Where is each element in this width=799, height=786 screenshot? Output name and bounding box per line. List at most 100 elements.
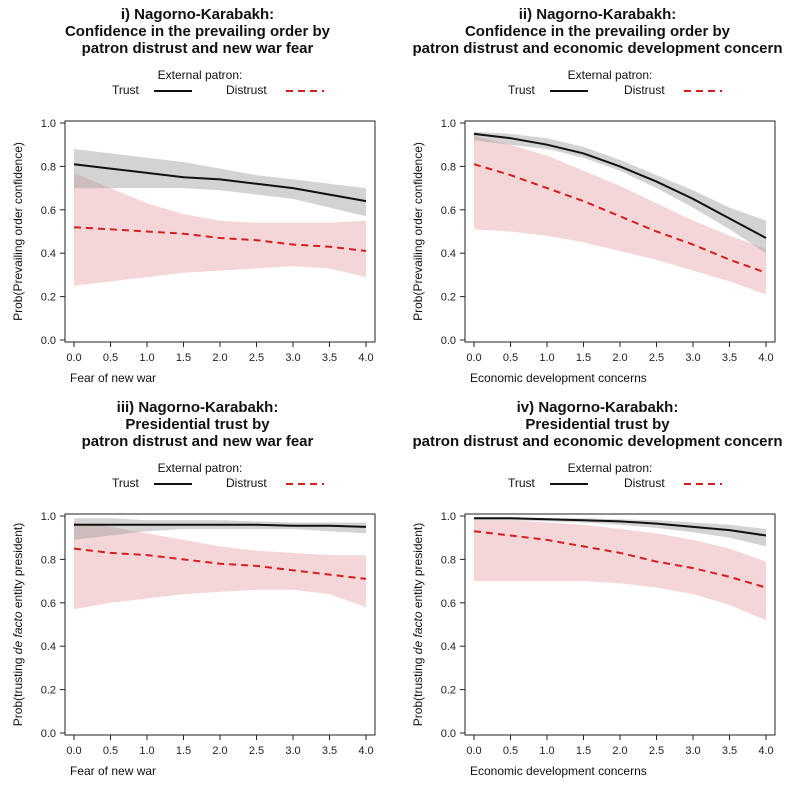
series-line-distrust [73, 547, 367, 580]
x-tick-label: 3.0 [285, 352, 300, 364]
y-tick-label: 1.0 [441, 118, 456, 130]
ci-band-trust [74, 518, 366, 540]
title-line: patron distrust and economic development… [412, 433, 783, 450]
x-tick-label: 2.0 [212, 745, 227, 757]
x-tick-label: 1.0 [539, 745, 554, 757]
x-tick-label: 0.0 [66, 352, 81, 364]
legend-title: External patron: [157, 68, 243, 82]
x-tick-label: 0.5 [503, 745, 518, 757]
plot-area: 0.0 0.5 1.0 1.5 2.0 2.5 3.0 3.5 4.0 0.0 0.2 0.4 0.6 0… [411, 483, 776, 778]
x-tick-label: 1.5 [576, 352, 591, 364]
x-tick-label: 1.5 [176, 352, 191, 364]
y-tick-label: 0.0 [441, 335, 456, 347]
title-line: i) Nagorno-Karabakh: [120, 6, 275, 23]
x-tick-label: 3.5 [322, 745, 337, 757]
series-line-trust [74, 523, 367, 528]
x-tick-label: 0.5 [503, 352, 518, 364]
y-tick-label: 0.2 [41, 292, 56, 304]
title-line: patron distrust and economic development… [412, 40, 783, 57]
y-tick-label: 0.2 [441, 292, 456, 304]
panel-title: ii) Nagorno-Karabakh: Confidence in the … [400, 6, 795, 57]
x-tick-label: 1.5 [176, 745, 191, 757]
y-tick-label: 0.6 [41, 205, 56, 217]
series-line-trust [474, 517, 767, 537]
series-line-trust [473, 132, 767, 239]
x-tick-label: 3.5 [722, 745, 737, 757]
legend-label-distrust: Distrust [624, 83, 665, 97]
legend-label-trust: Trust [112, 476, 139, 490]
panel-title: iii) Nagorno-Karabakh: Presidential trus… [0, 399, 395, 450]
y-tick-label: 0.0 [41, 728, 56, 740]
x-tick-label: 4.0 [758, 352, 773, 364]
legend-label-trust: Trust [112, 83, 139, 97]
x-tick-label: 2.0 [212, 352, 227, 364]
plot-area: 0.0 0.5 1.0 1.5 2.0 2.5 3.0 3.5 4.0 0.0 0.2 0.4 0.6 0… [11, 90, 376, 385]
y-tick-label: 0.8 [41, 554, 56, 566]
y-axis-label: Prob(trusting de facto entity president) [411, 523, 425, 726]
y-tick-label: 1.0 [41, 511, 56, 523]
chart-panel-4: iv) Nagorno-Karabakh: Presidential trust… [400, 393, 795, 786]
chart-panel-3: iii) Nagorno-Karabakh: Presidential trus… [0, 393, 395, 786]
title-line: patron distrust and new war fear [81, 40, 314, 57]
plot-area: 0.0 0.5 1.0 1.5 2.0 2.5 3.0 3.5 4.0 0.0 0.2 0.4 0.6 0… [11, 483, 376, 778]
x-tick-label: 0.5 [103, 352, 118, 364]
x-tick-label: 0.0 [66, 745, 81, 757]
y-tick-label: 0.8 [441, 554, 456, 566]
ci-band-distrust [74, 172, 366, 286]
title-line: patron distrust and new war fear [81, 433, 314, 450]
x-tick-label: 4.0 [758, 745, 773, 757]
y-tick-label: 0.0 [441, 728, 456, 740]
x-tick-label: 3.0 [285, 745, 300, 757]
panel-title: iv) Nagorno-Karabakh: Presidential trust… [400, 399, 795, 450]
ci-band-distrust [474, 520, 766, 621]
legend-label-distrust: Distrust [624, 476, 665, 490]
x-tick-label: 2.5 [649, 745, 664, 757]
y-tick-label: 0.2 [441, 685, 456, 697]
y-tick-label: 0.8 [441, 161, 456, 173]
y-axis-label: Prob(Prevailing order confidence) [11, 142, 25, 321]
y-tick-label: 0.0 [41, 335, 56, 347]
y-axis-label: Prob(trusting de facto entity president) [11, 523, 25, 726]
plot-area: 0.0 0.5 1.0 1.5 2.0 2.5 3.0 3.5 4.0 0.0 0.2 0.4 0.6 0… [411, 90, 776, 385]
x-tick-label: 0.5 [103, 745, 118, 757]
x-tick-label: 4.0 [358, 745, 373, 757]
x-tick-label: 3.5 [322, 352, 337, 364]
series-line-distrust [73, 226, 367, 252]
title-line: ii) Nagorno-Karabakh: [518, 6, 677, 23]
chart-panel-2: ii) Nagorno-Karabakh: Confidence in the … [400, 0, 795, 393]
y-tick-label: 0.6 [441, 598, 456, 610]
y-axis-label: Prob(Prevailing order confidence) [411, 142, 425, 321]
x-tick-label: 0.0 [466, 352, 481, 364]
y-tick-label: 1.0 [441, 511, 456, 523]
legend-title: External patron: [567, 68, 653, 82]
x-axis-label: Economic development concerns [470, 371, 647, 385]
x-tick-label: 2.0 [612, 352, 627, 364]
x-tick-label: 1.0 [539, 352, 554, 364]
series-line-distrust [473, 163, 767, 274]
x-tick-label: 2.5 [649, 352, 664, 364]
legend-title: External patron: [157, 461, 243, 475]
panel-title: i) Nagorno-Karabakh: Confidence in the p… [0, 6, 395, 57]
title-line: Confidence in the prevailing order by [64, 23, 331, 40]
y-tick-label: 0.4 [41, 248, 56, 260]
title-line: Confidence in the prevailing order by [464, 23, 731, 40]
series-line-distrust [473, 530, 767, 589]
y-tick-label: 0.2 [41, 685, 56, 697]
y-tick-label: 0.6 [441, 205, 456, 217]
series-line-trust [73, 163, 367, 203]
x-axis-label: Fear of new war [70, 371, 156, 385]
x-tick-label: 3.5 [722, 352, 737, 364]
x-tick-label: 2.5 [249, 352, 264, 364]
x-tick-label: 2.5 [249, 745, 264, 757]
legend-label-distrust: Distrust [226, 476, 267, 490]
title-line: iii) Nagorno-Karabakh: [116, 399, 279, 416]
x-tick-label: 3.0 [685, 745, 700, 757]
x-tick-label: 1.0 [139, 352, 154, 364]
y-tick-label: 0.8 [41, 161, 56, 173]
y-tick-label: 1.0 [41, 118, 56, 130]
ci-band-distrust [474, 136, 766, 295]
x-tick-label: 3.0 [685, 352, 700, 364]
legend-title: External patron: [567, 461, 653, 475]
legend-label-distrust: Distrust [226, 83, 267, 97]
ci-band-trust [474, 517, 766, 547]
